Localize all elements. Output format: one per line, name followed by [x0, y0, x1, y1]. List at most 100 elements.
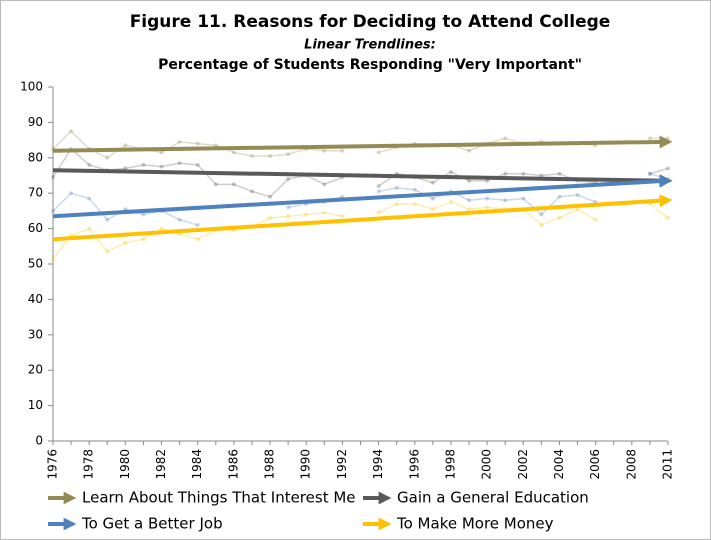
point	[503, 198, 508, 203]
point	[195, 223, 200, 228]
point	[448, 169, 453, 174]
point	[539, 212, 544, 217]
x-tick-label: 1976	[46, 449, 60, 480]
point	[51, 208, 55, 213]
chart-subtitle: Linear Trendlines:	[304, 38, 436, 53]
point	[286, 205, 291, 210]
point	[69, 191, 74, 196]
point	[593, 217, 598, 222]
point	[666, 166, 670, 171]
y-tick-label: 100	[20, 80, 43, 94]
point	[394, 201, 399, 206]
x-tick-label: 2000	[480, 449, 494, 480]
point	[51, 175, 55, 180]
point	[521, 196, 526, 201]
y-tick-label: 30	[28, 327, 43, 341]
legend-label: To Make More Money	[396, 515, 554, 533]
point	[394, 185, 399, 190]
trendline	[52, 168, 673, 188]
point	[485, 196, 490, 201]
point	[322, 148, 327, 153]
legend-label: Gain a General Education	[397, 489, 589, 507]
point	[467, 148, 472, 153]
point	[159, 150, 164, 155]
point	[467, 207, 472, 212]
x-tick-label: 1980	[118, 449, 132, 480]
point	[231, 150, 236, 155]
point	[51, 256, 55, 261]
point	[286, 214, 291, 219]
y-tick-label: 10	[28, 398, 43, 412]
point	[268, 154, 273, 159]
point	[485, 205, 490, 210]
point	[503, 171, 508, 176]
point	[376, 189, 381, 194]
point	[376, 184, 381, 189]
point	[105, 217, 110, 222]
point	[87, 196, 92, 201]
x-tick-label: 1996	[407, 449, 421, 480]
point	[539, 173, 544, 178]
x-tick-label: 1982	[154, 449, 168, 480]
point	[412, 201, 417, 206]
point	[69, 129, 74, 134]
y-tick-label: 90	[28, 115, 43, 129]
point	[268, 215, 273, 220]
y-tick-label: 70	[28, 186, 43, 200]
x-tick-label: 2011	[661, 449, 675, 480]
x-tick-label: 1998	[443, 449, 457, 480]
point	[430, 196, 435, 201]
point	[376, 210, 381, 215]
legend-label: Learn About Things That Interest Me	[82, 489, 356, 507]
point	[647, 136, 652, 141]
point	[195, 162, 200, 167]
trendline	[52, 194, 673, 242]
x-tick-label: 1994	[371, 449, 385, 480]
y-tick-label: 0	[35, 434, 43, 448]
point	[231, 182, 236, 187]
point	[159, 226, 164, 231]
point	[177, 161, 182, 166]
point	[105, 155, 110, 160]
point	[340, 214, 345, 219]
x-tick-label: 2006	[588, 449, 602, 480]
point	[430, 180, 435, 185]
point	[249, 189, 254, 194]
point	[87, 226, 92, 231]
point	[376, 150, 381, 155]
point	[195, 141, 200, 146]
y-tick-label: 20	[28, 363, 43, 377]
point	[485, 178, 490, 183]
point	[123, 166, 128, 171]
chart-description: Percentage of Students Responding "Very …	[158, 57, 582, 73]
point	[575, 192, 580, 197]
point	[322, 182, 327, 187]
point	[521, 171, 526, 176]
point	[647, 171, 652, 176]
point	[268, 194, 273, 199]
point	[304, 212, 309, 217]
point	[666, 177, 670, 182]
point	[557, 215, 562, 220]
y-tick-label: 80	[28, 150, 43, 164]
point	[141, 212, 146, 217]
trendline	[52, 174, 673, 219]
point	[467, 198, 472, 203]
point	[412, 187, 417, 192]
x-tick-label: 2004	[552, 449, 566, 480]
point	[195, 237, 200, 242]
point	[557, 171, 562, 176]
point	[249, 154, 254, 159]
point	[141, 162, 146, 167]
point	[575, 207, 580, 212]
point	[503, 136, 508, 141]
point	[539, 223, 544, 228]
point	[123, 143, 128, 148]
legend-label: To Get a Better Job	[81, 515, 223, 533]
y-tick-label: 60	[28, 221, 43, 235]
point	[647, 171, 652, 176]
point	[87, 162, 92, 167]
point	[141, 237, 146, 242]
x-tick-label: 1984	[190, 449, 204, 480]
